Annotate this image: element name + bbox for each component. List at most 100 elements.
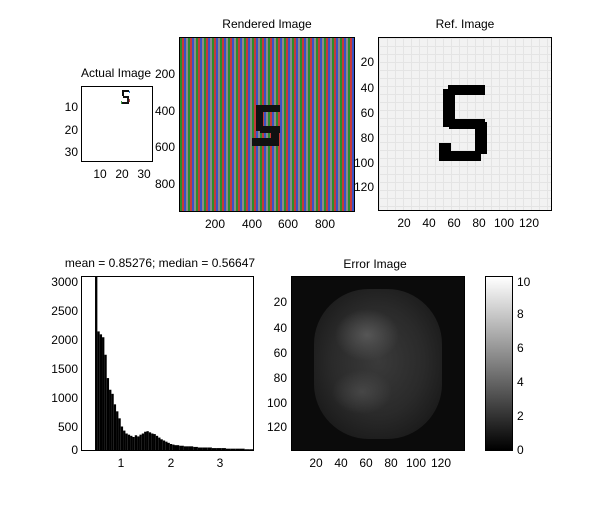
error-xtick: 60 bbox=[359, 456, 373, 470]
colorbar-tick: 6 bbox=[517, 341, 524, 355]
colorbar-tick: 2 bbox=[517, 409, 524, 423]
actual-image-axes bbox=[81, 86, 153, 162]
error-hotspot bbox=[335, 309, 399, 361]
error-image-title: Error Image bbox=[343, 257, 407, 271]
colorbar-tick: 0 bbox=[517, 443, 524, 457]
histogram-bar bbox=[116, 411, 119, 450]
ref-ytick: 40 bbox=[360, 81, 374, 95]
ref-xtick: 80 bbox=[472, 216, 486, 230]
ref-xtick: 60 bbox=[447, 216, 461, 230]
histogram-bar bbox=[139, 434, 142, 450]
error-ytick: 120 bbox=[266, 420, 287, 434]
hist-ytick: 1500 bbox=[51, 362, 78, 376]
ref-ytick: 60 bbox=[360, 106, 374, 120]
histogram-bar bbox=[155, 435, 159, 450]
histogram-bar bbox=[172, 444, 175, 450]
histogram-bar bbox=[160, 439, 163, 450]
histogram-bar bbox=[158, 437, 161, 450]
ref-image-axes bbox=[378, 37, 552, 211]
hist-ytick: 3000 bbox=[51, 275, 78, 289]
rendered-ytick: 600 bbox=[154, 140, 175, 154]
ref-ytick: 80 bbox=[360, 131, 374, 145]
ref-xtick: 40 bbox=[422, 216, 436, 230]
ref-image-title: Ref. Image bbox=[435, 17, 495, 31]
rendered-s-glyph bbox=[252, 105, 280, 146]
rendered-ytick: 400 bbox=[154, 104, 175, 118]
actual-image-title: Actual Image bbox=[80, 66, 152, 80]
ref-xtick: 100 bbox=[493, 216, 515, 230]
actual-ytick: 30 bbox=[64, 145, 78, 159]
hist-ytick: 2500 bbox=[51, 304, 78, 318]
actual-s-glyph bbox=[121, 90, 130, 104]
colorbar-tick: 8 bbox=[517, 307, 524, 321]
histogram-bar bbox=[151, 433, 154, 450]
error-xtick: 100 bbox=[405, 456, 427, 470]
histogram-bar bbox=[165, 441, 168, 450]
histogram-bar bbox=[230, 448, 236, 450]
histogram-bar bbox=[148, 432, 152, 450]
hist-xtick: 2 bbox=[167, 456, 175, 470]
histogram-bar bbox=[146, 431, 149, 450]
histogram-title: mean = 0.85276; median = 0.56647 bbox=[64, 256, 256, 270]
ref-ytick: 100 bbox=[353, 156, 374, 170]
colorbar bbox=[485, 276, 513, 451]
error-xtick: 80 bbox=[384, 456, 398, 470]
error-ytick: 100 bbox=[266, 396, 287, 410]
hist-ytick: 1000 bbox=[51, 391, 78, 405]
histogram-bar bbox=[106, 378, 110, 450]
histogram-bar bbox=[244, 449, 250, 450]
histogram-bar bbox=[167, 442, 170, 450]
histogram-bar bbox=[102, 337, 105, 450]
ref-xtick: 20 bbox=[397, 216, 411, 230]
ref-xtick: 120 bbox=[518, 216, 540, 230]
hist-xtick: 1 bbox=[117, 456, 125, 470]
error-ytick: 20 bbox=[273, 295, 287, 309]
histogram-bar bbox=[239, 448, 245, 450]
histogram-bar bbox=[221, 448, 226, 450]
histogram-bar bbox=[179, 445, 184, 450]
histogram-bar bbox=[132, 437, 135, 450]
histogram-bar bbox=[188, 446, 194, 450]
error-ytick: 60 bbox=[273, 346, 287, 360]
histogram-bar bbox=[99, 334, 103, 450]
rendered-ytick: 800 bbox=[154, 177, 175, 191]
histogram-bar bbox=[120, 426, 124, 450]
histogram-bar bbox=[125, 433, 128, 450]
histogram-bar bbox=[183, 446, 189, 450]
histogram-bar bbox=[118, 418, 121, 450]
rendered-xtick: 800 bbox=[314, 217, 336, 231]
histogram-bar bbox=[225, 448, 231, 450]
error-ytick: 40 bbox=[273, 321, 287, 335]
histogram-bar bbox=[97, 331, 100, 450]
error-hotspot bbox=[332, 370, 392, 414]
actual-xtick: 10 bbox=[93, 167, 107, 181]
actual-ytick: 20 bbox=[64, 123, 78, 137]
ref-image-glyph bbox=[439, 85, 487, 161]
ref-ytick: 120 bbox=[353, 180, 374, 194]
histogram-bar bbox=[144, 431, 147, 450]
histogram-bar bbox=[113, 404, 117, 450]
hist-ytick: 500 bbox=[57, 420, 78, 434]
hist-ytick: 0 bbox=[71, 443, 78, 457]
error-xtick: 120 bbox=[430, 456, 452, 470]
histogram-bar bbox=[130, 435, 133, 450]
rendered-xtick: 200 bbox=[204, 217, 226, 231]
rendered-image-glyph bbox=[252, 105, 280, 146]
histogram-bar bbox=[249, 449, 253, 450]
histogram-bar bbox=[127, 434, 131, 450]
error-xtick: 40 bbox=[334, 456, 348, 470]
hist-xtick: 3 bbox=[216, 456, 224, 470]
histogram-bar bbox=[141, 433, 145, 450]
hist-ytick: 2000 bbox=[51, 333, 78, 347]
histogram-bar bbox=[211, 448, 217, 450]
actual-xtick: 30 bbox=[137, 167, 151, 181]
histogram-bar bbox=[207, 447, 212, 450]
histogram-bar bbox=[202, 447, 208, 450]
histogram-bars bbox=[95, 277, 253, 450]
rendered-xtick: 600 bbox=[277, 217, 299, 231]
error-ytick: 80 bbox=[273, 371, 287, 385]
histogram-bar bbox=[169, 444, 173, 450]
histogram-bar bbox=[216, 448, 222, 450]
error-image-axes bbox=[291, 276, 465, 451]
rendered-xtick: 400 bbox=[241, 217, 263, 231]
